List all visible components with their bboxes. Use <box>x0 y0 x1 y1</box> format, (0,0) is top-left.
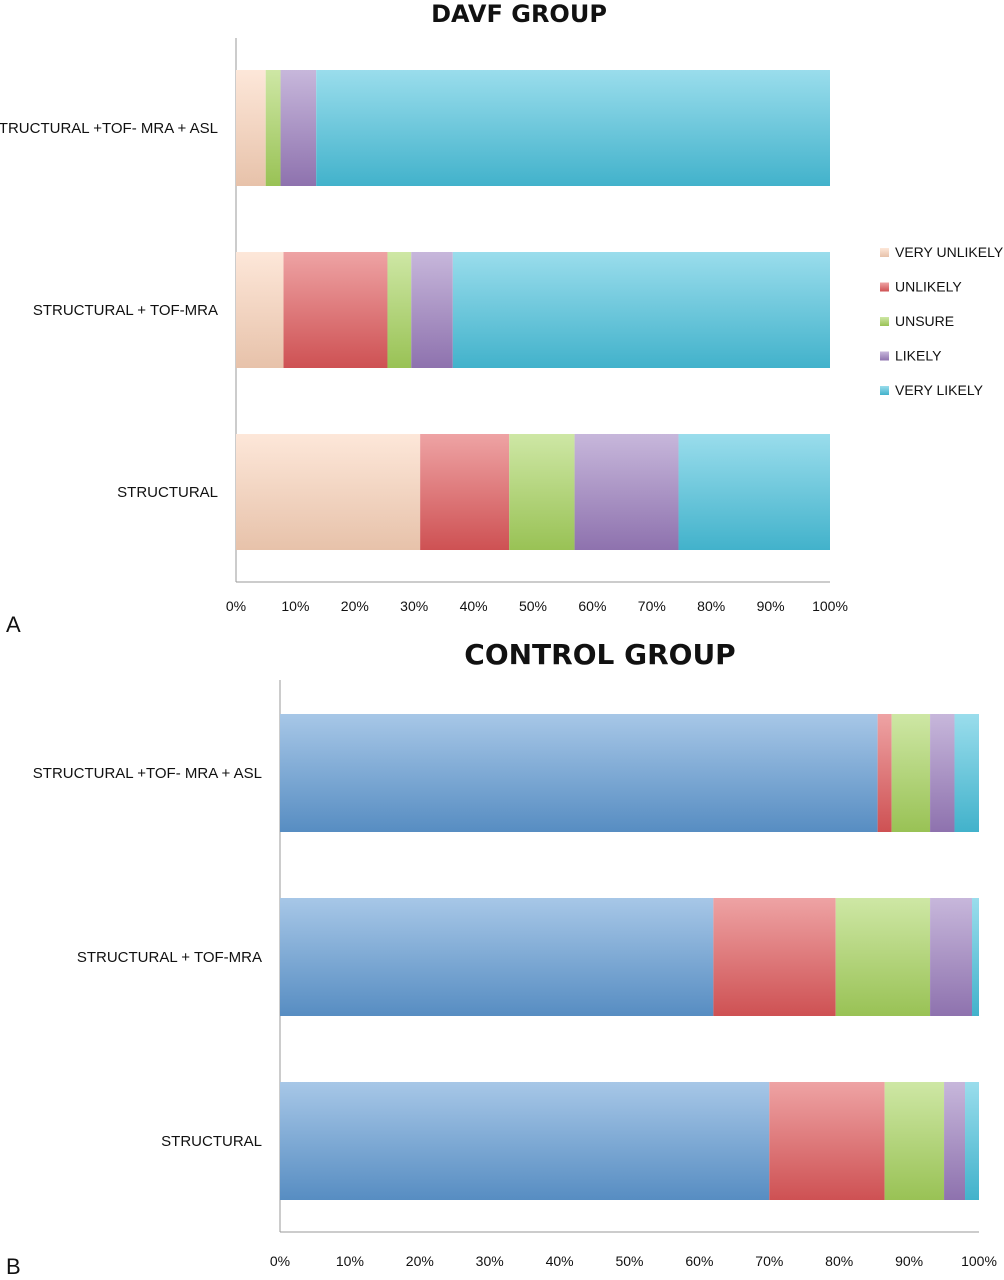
x-tick-label: 20% <box>406 1253 434 1269</box>
x-tick-label: 40% <box>460 598 488 614</box>
x-tick-label: 100% <box>812 598 848 614</box>
x-tick-label: 50% <box>615 1253 643 1269</box>
bars-control <box>280 714 979 1200</box>
x-tick-label: 90% <box>757 598 785 614</box>
x-tick-label: 20% <box>341 598 369 614</box>
bar-segment-very-likely-3 <box>965 1082 979 1200</box>
x-tick-label: 100% <box>961 1253 997 1269</box>
category-label: STRUCTURAL + TOF-MRA <box>77 949 262 966</box>
x-tick-label: 30% <box>476 1253 504 1269</box>
bar-segment-unsure-1 <box>265 70 281 186</box>
x-tick-labels-davf: 0% 10% 20% 30% 40% 50% 60% 70% 80% 90% 100% <box>226 598 848 614</box>
x-tick-label: 90% <box>895 1253 923 1269</box>
legend-label-unlikely: UNLIKELY <box>895 279 962 295</box>
bar-segment-very-unlikely-2 <box>280 898 714 1016</box>
legend-swatch-very-likely <box>880 386 889 395</box>
legend-swatch-unlikely <box>880 282 889 292</box>
chart-davf-group: DAVF GROUP STRUCTURAL +TOF- MRA + ASLSTR… <box>0 0 1004 637</box>
bar-segment-unlikely-3 <box>769 1082 885 1200</box>
bar-segment-unlikely-1 <box>877 714 892 832</box>
bar-segment-very-unlikely-2 <box>236 252 284 368</box>
legend-label-very-unlikely: VERY UNLIKELY <box>895 244 1004 260</box>
legend-swatch-unsure <box>880 317 889 326</box>
x-tick-label: 0% <box>226 598 246 614</box>
legend-label-unsure: UNSURE <box>895 313 954 329</box>
x-tick-label: 70% <box>638 598 666 614</box>
x-tick-label: 70% <box>755 1253 783 1269</box>
chart-title-davf: DAVF GROUP <box>431 0 607 28</box>
chart-title-control: CONTROL GROUP <box>464 638 735 671</box>
legend-label-likely: LIKELY <box>895 348 942 364</box>
bar-segment-very-likely-1 <box>316 70 830 186</box>
bar-segment-very-likely-2 <box>972 898 979 1016</box>
bar-segment-very-likely-2 <box>452 252 830 368</box>
bar-segment-very-unlikely-1 <box>280 714 878 832</box>
bar-segment-unlikely-3 <box>420 434 510 550</box>
bar-segment-very-likely-1 <box>954 714 979 832</box>
x-tick-label: 10% <box>281 598 309 614</box>
bar-segment-unlikely-2 <box>283 252 388 368</box>
category-labels-davf: STRUCTURAL +TOF- MRA + ASL STRUCTURAL + T… <box>0 120 218 501</box>
bar-segment-unsure-2 <box>835 898 931 1016</box>
category-label: STRUCTURAL <box>117 484 218 501</box>
panel-label-b: B <box>6 1254 21 1279</box>
bar-segment-likely-1 <box>930 714 955 832</box>
bar-segment-likely-2 <box>411 252 453 368</box>
legend-swatch-very-unlikely <box>880 248 889 257</box>
x-tick-label: 60% <box>578 598 606 614</box>
bar-segment-unlikely-2 <box>713 898 836 1016</box>
bar-segment-unsure-3 <box>509 434 575 550</box>
panel-label-a: A <box>6 612 21 637</box>
bar-segment-unsure-2 <box>387 252 412 368</box>
x-tick-label: 50% <box>519 598 547 614</box>
bar-segment-likely-1 <box>280 70 317 186</box>
category-label: STRUCTURAL <box>161 1133 262 1150</box>
category-label: STRUCTURAL +TOF- MRA + ASL <box>0 120 218 137</box>
x-tick-label: 80% <box>825 1253 853 1269</box>
bar-segment-very-unlikely-3 <box>280 1082 770 1200</box>
legend-label-very-likely: VERY LIKELY <box>895 382 984 398</box>
x-tick-label: 80% <box>697 598 725 614</box>
category-labels-control: STRUCTURAL +TOF- MRA + ASL STRUCTURAL + T… <box>33 765 262 1150</box>
bar-segment-likely-2 <box>930 898 973 1016</box>
bar-segment-very-unlikely-3 <box>236 434 421 550</box>
x-tick-label: 0% <box>270 1253 290 1269</box>
x-tick-label: 30% <box>400 598 428 614</box>
bar-segment-likely-3 <box>944 1082 966 1200</box>
category-label: STRUCTURAL +TOF- MRA + ASL <box>33 765 262 782</box>
bar-segment-unsure-1 <box>891 714 931 832</box>
x-tick-label: 40% <box>546 1253 574 1269</box>
x-tick-labels-control: 0% 10% 20% 30% 40% 50% 60% 70% 80% 90% 100% <box>270 1253 997 1269</box>
legend-swatch-likely <box>880 351 889 361</box>
bar-segment-unsure-3 <box>884 1082 945 1200</box>
bar-segment-very-likely-3 <box>678 434 830 550</box>
category-label: STRUCTURAL + TOF-MRA <box>33 302 218 319</box>
bar-segment-likely-3 <box>574 434 679 550</box>
bars-davf <box>236 70 830 550</box>
chart-control-group: CONTROL GROUP STRUCTURAL +TOF- MRA + ASL… <box>6 638 997 1279</box>
bar-segment-very-unlikely-1 <box>236 70 266 186</box>
legend: VERY UNLIKELY UNLIKELY UNSURE LIKELY VERY LI… <box>880 244 1004 398</box>
x-tick-label: 10% <box>336 1253 364 1269</box>
x-tick-label: 60% <box>685 1253 713 1269</box>
